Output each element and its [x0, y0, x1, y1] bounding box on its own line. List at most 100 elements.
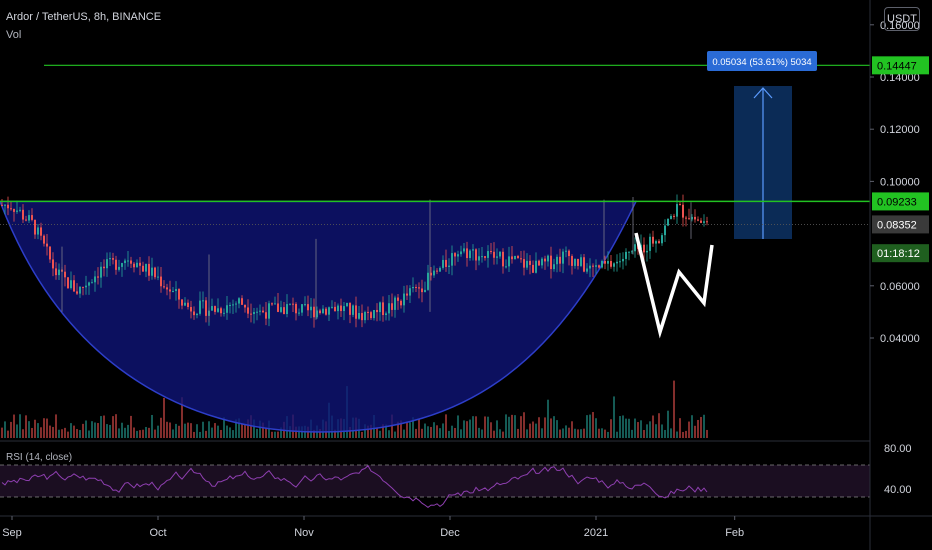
volume-bar: [592, 412, 594, 438]
volume-bar: [622, 415, 624, 438]
candle-body: [307, 304, 309, 311]
candle-body: [544, 258, 546, 262]
volume-bar: [46, 418, 48, 438]
candle-body: [451, 253, 453, 266]
candle-body: [448, 265, 450, 267]
candle-body: [331, 306, 333, 308]
volume-bar: [55, 414, 57, 438]
volume-bar: [136, 430, 138, 438]
candle-body: [589, 265, 591, 269]
volume-bar: [127, 424, 129, 438]
volume-bar: [361, 431, 363, 438]
candle-body: [103, 266, 105, 269]
candle-body: [310, 306, 312, 311]
volume-bar: [79, 430, 81, 438]
candle-body: [436, 270, 438, 272]
candle-body: [580, 257, 582, 266]
candle-body: [214, 306, 216, 312]
candle-body: [688, 218, 690, 220]
volume-bar: [106, 424, 108, 438]
candle-body: [262, 310, 264, 313]
candle-body: [82, 286, 84, 288]
candle-body: [241, 298, 243, 305]
candle-body: [16, 210, 18, 212]
price-label-text: 0.09233: [877, 196, 917, 208]
volume-bar: [58, 429, 60, 438]
volume-bar: [580, 429, 582, 438]
candle-body: [364, 311, 366, 321]
candle-body: [445, 259, 447, 267]
candle-body: [376, 309, 378, 313]
candle-body: [325, 308, 327, 315]
candle-body: [361, 313, 363, 321]
volume-bar: [88, 430, 90, 438]
volume-bar: [205, 430, 207, 438]
volume-bar: [97, 423, 99, 438]
candle-body: [178, 289, 180, 300]
volume-bar: [85, 420, 87, 438]
volume-bar: [673, 380, 675, 438]
candle-body: [367, 311, 369, 313]
volume-bar: [202, 421, 204, 438]
volume-bar: [388, 430, 390, 438]
candle-body: [100, 266, 102, 278]
volume-bar: [280, 427, 282, 438]
volume-bar: [547, 399, 549, 438]
candle-body: [520, 258, 522, 260]
price-label-text: 0.14447: [877, 60, 917, 72]
volume-bar: [643, 430, 645, 438]
volume-bar: [1, 427, 3, 438]
candle-body: [517, 255, 519, 259]
candle-body: [91, 282, 93, 284]
candle-body: [202, 300, 204, 302]
candle-body: [28, 215, 30, 221]
candle-body: [334, 306, 336, 312]
candle-body: [553, 264, 555, 270]
rsi-band: [0, 465, 870, 497]
volume-bar: [391, 414, 393, 438]
candle-body: [481, 256, 483, 258]
candle-body: [67, 277, 69, 289]
volume-bar: [454, 427, 456, 438]
volume-bar: [628, 418, 630, 438]
currency-button[interactable]: USDT: [884, 7, 920, 31]
volume-bar: [7, 430, 9, 438]
candle-body: [259, 310, 261, 312]
volume-bar: [505, 414, 507, 438]
volume-bar: [382, 424, 384, 438]
volume-bar: [319, 428, 321, 438]
volume-bar: [574, 428, 576, 438]
candle-body: [577, 258, 579, 266]
candle-body: [547, 255, 549, 262]
candle-body: [298, 312, 300, 314]
rsi-ticks: 80.00 40.00: [884, 443, 912, 496]
candle-body: [634, 244, 636, 252]
volume-bar: [496, 420, 498, 438]
y-tick-label: 0.14000: [880, 72, 920, 84]
candle-body: [586, 268, 588, 272]
volume-bar: [406, 421, 408, 438]
candle-body: [385, 313, 387, 316]
candle-body: [379, 302, 381, 313]
candle-body: [148, 263, 150, 276]
volume-bar: [31, 427, 33, 438]
rsi-tick-label: 80.00: [884, 443, 912, 455]
candle-body: [238, 298, 240, 304]
volume-bar: [253, 419, 255, 438]
candle-body: [418, 287, 420, 289]
candle-body: [571, 256, 573, 266]
measure-label-box: [707, 51, 817, 71]
candle-body: [457, 254, 459, 257]
volume-bar: [613, 396, 615, 438]
candle-body: [88, 282, 90, 286]
volume-bar: [379, 430, 381, 438]
volume-bar: [703, 414, 705, 438]
candle-body: [679, 204, 681, 206]
volume-bar: [277, 431, 279, 438]
candle-body: [649, 236, 651, 251]
volume-bar: [700, 416, 702, 438]
price-label-text: 0.08352: [877, 219, 917, 231]
x-tick-label: Feb: [725, 527, 744, 539]
volume-bar: [163, 397, 165, 438]
volume-bar: [649, 421, 651, 438]
